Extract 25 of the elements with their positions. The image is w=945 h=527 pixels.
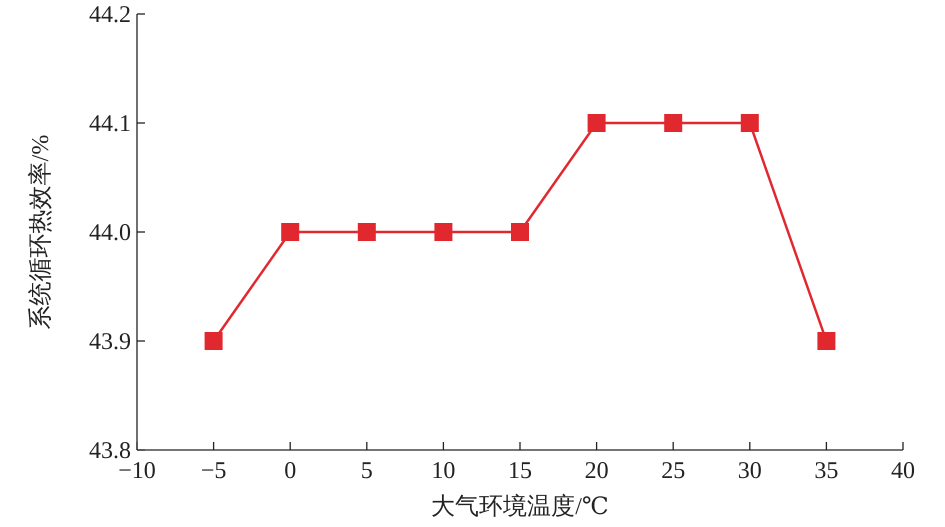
x-tick-label: 15 xyxy=(508,458,532,484)
point xyxy=(588,114,606,132)
y-axis-title: 系统循环热效率/% xyxy=(27,134,54,330)
y-tick-label: 44.0 xyxy=(89,220,131,246)
y-tick-label: 44.2 xyxy=(89,2,131,28)
x-tick-label: 30 xyxy=(738,458,762,484)
x-tick-label: 35 xyxy=(814,458,838,484)
point xyxy=(281,223,300,241)
y-tick-label: 43.9 xyxy=(89,329,131,355)
point xyxy=(434,223,452,241)
x-tick-label: 20 xyxy=(584,458,609,484)
y-tick-label: 44.1 xyxy=(89,111,131,137)
x-axis-title: 大气环境温度/℃ xyxy=(431,493,609,520)
point xyxy=(817,332,836,350)
point xyxy=(358,223,376,241)
point xyxy=(511,223,529,241)
point xyxy=(740,114,759,132)
x-tick-label: 10 xyxy=(431,458,456,484)
x-tick-label: −5 xyxy=(200,458,226,484)
x-tick-label: 25 xyxy=(661,458,686,484)
point xyxy=(204,332,223,350)
x-tick-label: 5 xyxy=(360,458,373,484)
x-tick-label: 40 xyxy=(891,458,915,484)
point xyxy=(664,114,682,132)
x-tick-label: 0 xyxy=(284,458,296,484)
